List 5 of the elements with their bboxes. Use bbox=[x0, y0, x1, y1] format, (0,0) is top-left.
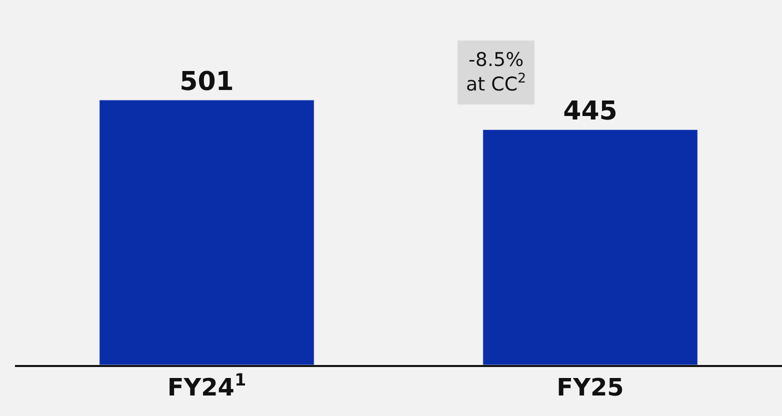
x-tick-label: FY24$^{1}$ bbox=[167, 369, 246, 402]
annotation: -8.5% at CC$^{2}$ bbox=[466, 49, 526, 96]
data-label: 445 bbox=[563, 96, 618, 127]
x-tick-label: FY25 bbox=[556, 374, 624, 402]
data-label: 501 bbox=[180, 66, 234, 97]
